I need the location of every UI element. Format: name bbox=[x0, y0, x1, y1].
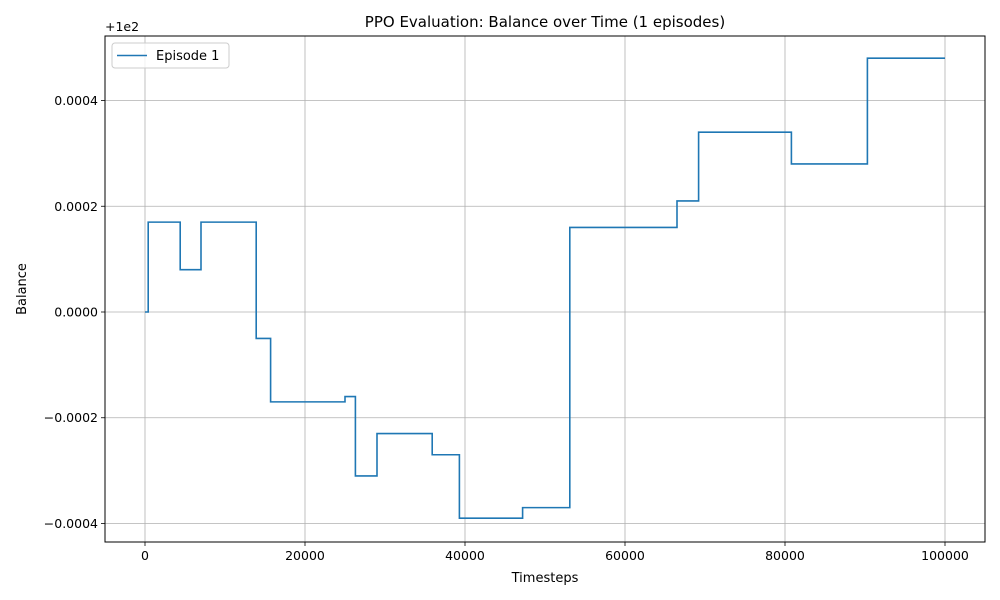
y-axis-offset-label: +1e2 bbox=[105, 19, 139, 34]
x-tick-label: 60000 bbox=[605, 548, 645, 563]
y-axis-ticks: −0.0004 −0.0002 0.0000 0.0002 0.0004 bbox=[44, 93, 105, 531]
y-tick-label: 0.0004 bbox=[54, 93, 98, 108]
grid bbox=[105, 36, 985, 542]
series-layer bbox=[145, 57, 945, 520]
x-tick-label: 20000 bbox=[285, 548, 325, 563]
x-tick-label: 80000 bbox=[765, 548, 805, 563]
x-tick-label: 40000 bbox=[445, 548, 485, 563]
x-axis-label: Timesteps bbox=[511, 571, 579, 586]
chart-title: PPO Evaluation: Balance over Time (1 epi… bbox=[365, 13, 725, 31]
legend: Episode 1 bbox=[111, 42, 230, 69]
legend-box bbox=[111, 42, 230, 69]
y-tick-label: −0.0004 bbox=[44, 516, 98, 531]
x-tick-label: 100000 bbox=[921, 548, 969, 563]
legend-label-episode-1: Episode 1 bbox=[156, 49, 219, 64]
plot-area-frame bbox=[104, 35, 986, 543]
series-line-episode-1 bbox=[145, 57, 945, 520]
y-tick-label: −0.0002 bbox=[44, 410, 98, 425]
y-axis-label: Balance bbox=[15, 263, 30, 315]
x-tick-label: 0 bbox=[141, 548, 149, 563]
y-tick-label: 0.0002 bbox=[54, 199, 98, 214]
x-axis-ticks: 0 20000 40000 60000 80000 100000 bbox=[141, 542, 969, 563]
y-tick-label: 0.0000 bbox=[54, 305, 98, 320]
